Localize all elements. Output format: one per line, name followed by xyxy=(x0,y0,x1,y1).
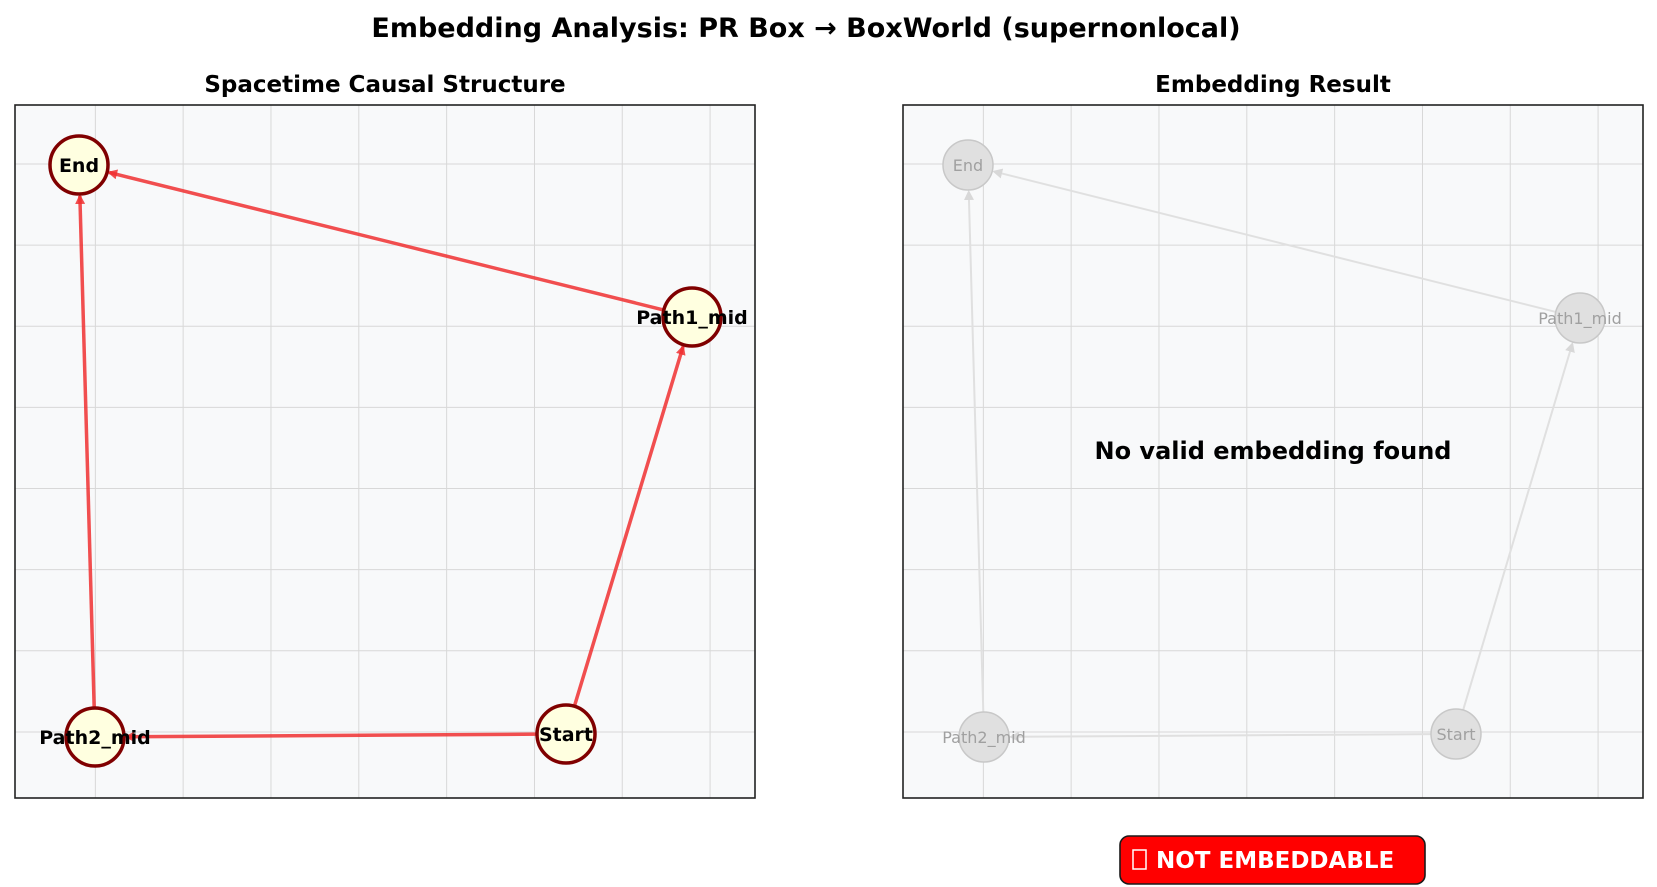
node-label: End xyxy=(59,155,99,177)
node-circle xyxy=(942,139,994,191)
node-label: Start xyxy=(539,724,593,746)
edge-path1_mid-to-end xyxy=(107,169,665,312)
right-panel-title: Embedding Result xyxy=(1155,72,1391,98)
right-plot-area xyxy=(903,105,1643,798)
status-badge-label: NOT EMBEDDABLE xyxy=(1156,848,1394,874)
node-circle xyxy=(661,286,723,348)
status-badge: NOT EMBEDDABLE xyxy=(1119,835,1426,885)
left-plot-area xyxy=(15,105,755,798)
edge-start-to-path2_mid xyxy=(123,731,538,742)
right-grid xyxy=(903,105,1643,798)
right-plot-frame xyxy=(902,104,1644,799)
left-edges xyxy=(75,169,686,742)
edge-start-to-path1_mid xyxy=(572,344,686,707)
edge-path1_mid-to-end xyxy=(992,168,1556,313)
node-circle xyxy=(64,706,126,768)
left-nodes: End Path1_mid Path2_mid Start xyxy=(39,134,748,768)
no-embedding-message: No valid embedding found xyxy=(1095,437,1452,465)
node-path2-mid: Path2_mid xyxy=(942,711,1026,763)
left-grid xyxy=(15,105,755,798)
left-plot-frame xyxy=(14,104,756,799)
node-label: Path1_mid xyxy=(1538,309,1622,329)
node-circle xyxy=(535,703,597,765)
node-label: Start xyxy=(1436,725,1475,744)
node-path1-mid: Path1_mid xyxy=(1538,292,1622,344)
node-end: End xyxy=(942,139,994,191)
node-label: Path2_mid xyxy=(39,727,150,749)
right-edges xyxy=(963,168,1575,742)
node-circle xyxy=(1554,292,1606,344)
edge-start-to-path2_mid xyxy=(1008,731,1432,742)
figure-title: Embedding Analysis: PR Box → BoxWorld (s… xyxy=(371,13,1240,44)
status-badge-box xyxy=(1119,835,1426,885)
node-label: Path2_mid xyxy=(942,728,1026,748)
right-nodes: End Path1_mid Path2_mid Start xyxy=(942,139,1622,763)
edge-start-to-path1_mid xyxy=(1462,341,1575,711)
node-start: Start xyxy=(1430,708,1482,760)
node-label: End xyxy=(953,156,983,175)
warning-icon xyxy=(1132,849,1147,870)
node-start: Start xyxy=(535,703,597,765)
node-path2-mid: Path2_mid xyxy=(39,706,151,768)
edge-path2_mid-to-end xyxy=(963,189,985,713)
node-circle xyxy=(48,134,110,196)
node-end: End xyxy=(48,134,110,196)
node-path1-mid: Path1_mid xyxy=(636,286,748,348)
spacetime-causal-structure-panel: Spacetime Causal Structure End Path1_mid P… xyxy=(14,72,756,799)
node-circle xyxy=(1430,708,1482,760)
edge-path2_mid-to-end xyxy=(75,193,96,709)
left-panel-title: Spacetime Causal Structure xyxy=(204,72,565,98)
node-circle xyxy=(958,711,1010,763)
embedding-result-panel: Embedding Result End Path1_mid Path2_mid St… xyxy=(902,72,1644,799)
node-label: Path1_mid xyxy=(636,307,747,329)
